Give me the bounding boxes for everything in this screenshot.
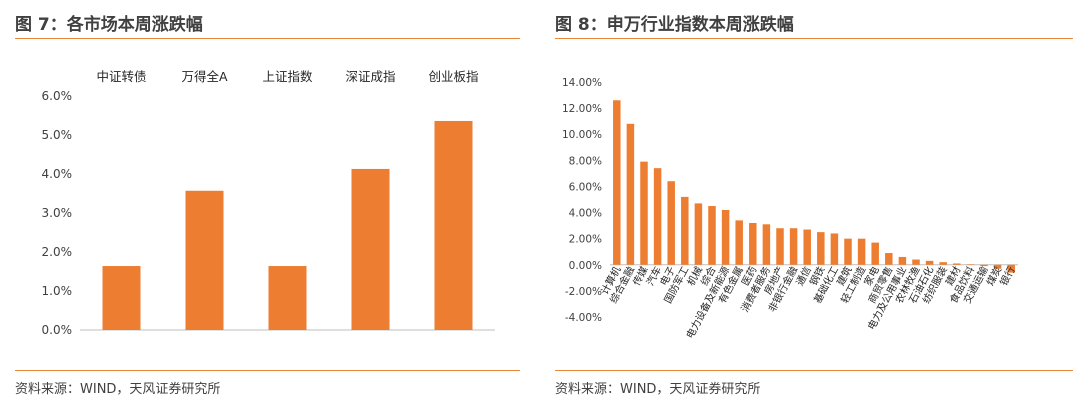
category-label: 创业板指 — [428, 69, 478, 84]
left-title-rule — [15, 38, 520, 39]
bar — [803, 229, 811, 265]
bar — [912, 259, 920, 265]
bar — [993, 264, 1002, 269]
y-tick-label: -4.00% — [565, 312, 602, 324]
bar — [789, 228, 798, 265]
category-label: 深证成指 — [345, 69, 395, 84]
left-source-rule — [15, 370, 520, 371]
bar — [351, 168, 390, 330]
bar — [898, 256, 907, 265]
bar — [626, 123, 635, 265]
bar — [102, 266, 141, 330]
bar — [640, 161, 648, 265]
y-tick-label: 1.0% — [42, 284, 73, 298]
right-chart-panel: 图 8：申万行业指数本周涨跌幅 -4.00% -2.00% 0.00% 2.00% 4.… — [548, 0, 1080, 400]
category-label: 上证指数 — [262, 69, 313, 84]
y-tick-label: -2.00% — [565, 286, 602, 298]
bar — [694, 203, 703, 265]
bar — [830, 233, 839, 265]
bar — [925, 260, 934, 265]
bar — [681, 196, 689, 265]
bar — [966, 264, 975, 265]
bar — [762, 224, 771, 265]
category-label: 中证转债 — [96, 69, 146, 84]
y-tick-label: 4.0% — [42, 167, 73, 181]
right-source-note: 资料来源：WIND，天风证券研究所 — [555, 382, 761, 397]
y-tick-label: 4.00% — [569, 208, 602, 220]
bar — [871, 242, 879, 265]
bar — [953, 263, 961, 265]
left-source-note: 资料来源：WIND，天风证券研究所 — [15, 382, 221, 397]
y-tick-label: 14.00% — [562, 77, 602, 89]
bar — [980, 264, 988, 267]
y-tick-label: 5.0% — [42, 128, 73, 142]
bar — [776, 228, 784, 265]
right-chart-title: 图 8：申万行业指数本周涨跌幅 — [555, 15, 794, 35]
bar — [721, 209, 730, 265]
y-tick-label: 6.00% — [569, 181, 602, 193]
y-tick-label: 6.0% — [42, 89, 73, 103]
bar — [185, 190, 224, 330]
bar — [653, 168, 662, 265]
bar — [1007, 264, 1015, 273]
bar — [857, 238, 866, 265]
y-tick-label: 12.00% — [562, 103, 602, 115]
bar — [268, 266, 307, 330]
bar — [885, 253, 893, 265]
category-label: 万得全A — [181, 69, 228, 84]
bar — [844, 238, 852, 265]
right-title-rule — [555, 38, 1073, 39]
bar — [613, 100, 621, 265]
bar — [939, 262, 947, 265]
y-tick-label: 10.00% — [562, 129, 602, 141]
left-chart-panel: 图 7：各市场本周涨跌幅 0.0% 1.0% 2.0% 3.0% 4.0% 5.0% 6.0… — [0, 0, 525, 400]
bar — [749, 223, 757, 265]
y-tick-label: 0.00% — [569, 260, 602, 272]
right-source-rule — [555, 370, 1073, 371]
bar — [667, 181, 675, 265]
bar — [735, 220, 743, 265]
left-chart-title: 图 7：各市场本周涨跌幅 — [15, 15, 203, 35]
y-tick-label: 2.0% — [42, 245, 73, 259]
y-tick-label: 8.00% — [569, 155, 602, 167]
y-tick-label: 0.0% — [42, 323, 73, 337]
right-bar-chart: -4.00% -2.00% 0.00% 2.00% 4.00% 6.00% 8.00% 10.… — [562, 77, 1018, 341]
bar — [817, 232, 825, 265]
y-tick-label: 3.0% — [42, 206, 73, 220]
left-bar-chart: 0.0% 1.0% 2.0% 3.0% 4.0% 5.0% 6.0% 中证转债 万得全A 上证指数… — [42, 69, 495, 337]
bar — [434, 120, 473, 331]
bar — [708, 206, 716, 265]
y-tick-label: 2.00% — [569, 234, 602, 246]
